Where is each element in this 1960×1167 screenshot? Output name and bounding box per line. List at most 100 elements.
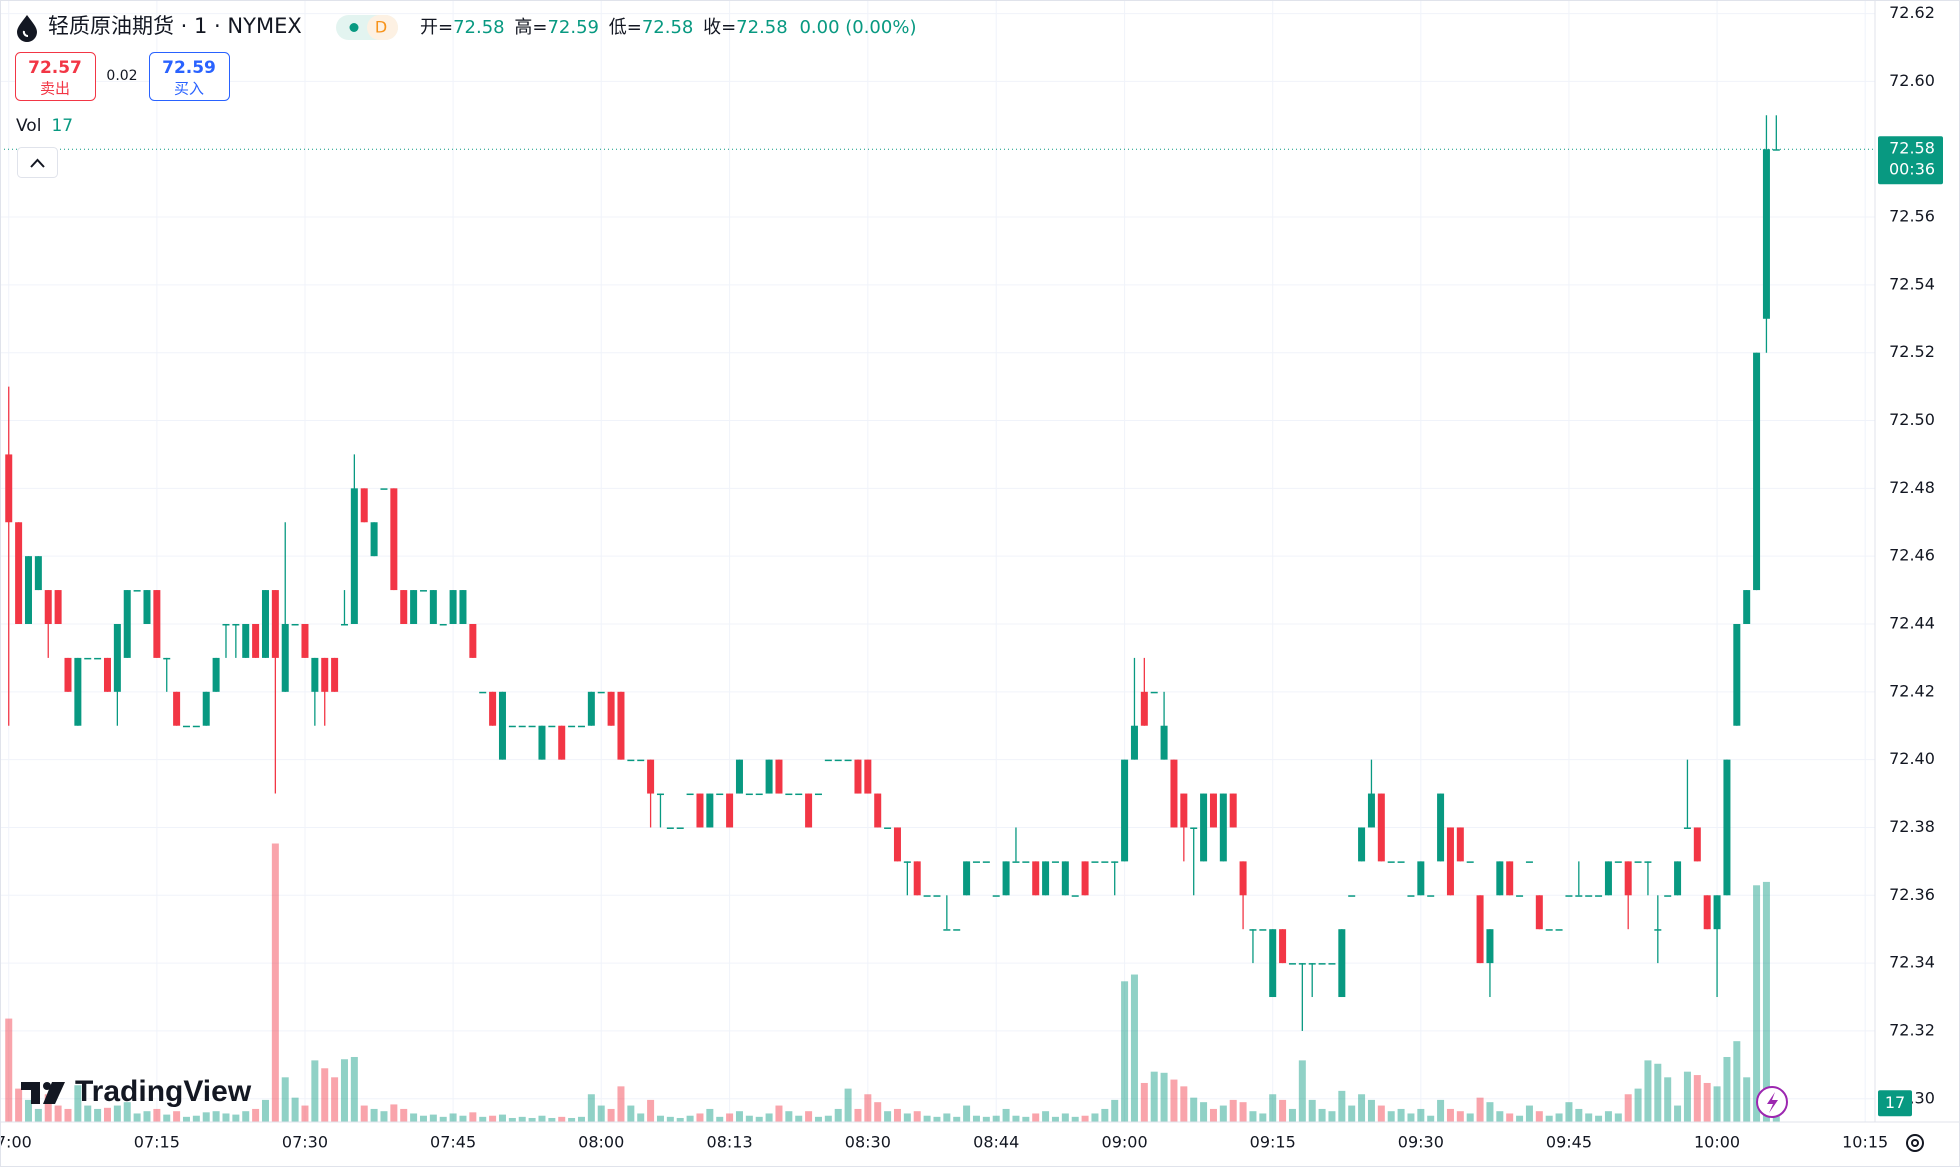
symbol-icon bbox=[17, 15, 37, 42]
volume-bar bbox=[459, 1115, 467, 1122]
x-tick-label: 09:30 bbox=[1398, 1133, 1444, 1152]
candle-body bbox=[44, 590, 52, 624]
sell-price[interactable]: 72.57 bbox=[28, 58, 82, 78]
volume-bar bbox=[1328, 1111, 1336, 1122]
candle-body bbox=[647, 759, 655, 794]
y-tick-label: 72.32 bbox=[1889, 1020, 1935, 1039]
candle-body bbox=[1683, 827, 1691, 829]
volume-bar bbox=[706, 1108, 714, 1122]
volume-bar bbox=[627, 1105, 635, 1122]
volume-bar bbox=[844, 1088, 852, 1122]
volume-bar bbox=[84, 1105, 92, 1122]
volume-bar bbox=[1061, 1113, 1069, 1122]
volume-bar bbox=[1743, 1077, 1751, 1122]
session-badge-text: D bbox=[375, 18, 387, 37]
axes: 72.3072.3272.3472.3672.3872.4072.4272.44… bbox=[0, 3, 1943, 1152]
candle-body bbox=[1348, 895, 1356, 897]
lightning-icon[interactable] bbox=[1767, 1092, 1778, 1113]
legend-label: 收= bbox=[703, 17, 736, 38]
candle-body bbox=[933, 895, 941, 897]
candle-body bbox=[844, 759, 852, 762]
candle-body bbox=[824, 759, 832, 762]
candle-body bbox=[716, 793, 724, 796]
candle-body bbox=[1012, 861, 1020, 863]
volume-bar bbox=[1111, 1099, 1119, 1122]
volume-bar bbox=[252, 1108, 260, 1122]
settings-gear[interactable] bbox=[1906, 1134, 1924, 1152]
volume-bar bbox=[587, 1094, 595, 1122]
collapse-chevron[interactable] bbox=[30, 158, 45, 168]
candle-body bbox=[1121, 759, 1129, 862]
volume-bar bbox=[814, 1116, 822, 1122]
candle-body bbox=[1437, 793, 1445, 862]
candle-body bbox=[281, 623, 289, 692]
settings-hub[interactable] bbox=[1911, 1139, 1919, 1147]
candle-body bbox=[864, 759, 872, 794]
candle-body bbox=[686, 793, 694, 796]
candle-body bbox=[291, 623, 299, 626]
candle-body bbox=[1723, 759, 1731, 896]
legend-label: 低= bbox=[609, 17, 642, 38]
candle-body bbox=[745, 793, 753, 796]
volume-bar bbox=[686, 1115, 694, 1122]
candles bbox=[0, 115, 1875, 1031]
candle-body bbox=[192, 725, 200, 728]
candle-body bbox=[893, 827, 901, 862]
volume-bar bbox=[1071, 1116, 1079, 1122]
logo-text: TradingView bbox=[75, 1075, 252, 1108]
candle-body bbox=[1387, 861, 1395, 863]
candle-body bbox=[1229, 793, 1237, 828]
candle-body bbox=[331, 657, 339, 692]
sell-label[interactable]: 卖出 bbox=[40, 80, 70, 98]
candle-body bbox=[1772, 149, 1780, 151]
buy-button[interactable]: 72.59 买入 bbox=[149, 52, 230, 101]
candle-body bbox=[953, 929, 961, 931]
volume-bar bbox=[1614, 1113, 1622, 1122]
volume-bar bbox=[864, 1094, 872, 1122]
lightning-button[interactable] bbox=[1756, 1086, 1788, 1118]
ohlc-legend: 开=72.58 高=72.59 低=72.58 收=72.58 0.00 (0.… bbox=[420, 17, 916, 38]
candle-body bbox=[163, 657, 171, 660]
volume-bar bbox=[726, 1113, 734, 1122]
legend-value: 72.58 bbox=[736, 17, 788, 38]
volume-bar bbox=[1604, 1111, 1612, 1122]
candle-body bbox=[982, 861, 990, 863]
volume-bar bbox=[133, 1113, 141, 1122]
candle-body bbox=[508, 725, 516, 728]
collapse-box[interactable] bbox=[17, 147, 58, 178]
candle-body bbox=[1150, 691, 1158, 694]
volume-bar bbox=[1693, 1075, 1701, 1122]
logo: TradingView bbox=[21, 1075, 252, 1108]
volume-bar bbox=[1022, 1116, 1030, 1122]
volume-bar bbox=[1338, 1090, 1346, 1122]
volume-bar bbox=[1081, 1115, 1089, 1122]
volume-bar bbox=[982, 1116, 990, 1122]
candle-body bbox=[242, 623, 250, 658]
spread: 0.02 bbox=[106, 68, 137, 84]
volume-bar bbox=[1397, 1108, 1405, 1122]
volume-bar bbox=[696, 1113, 704, 1122]
volume-bar bbox=[992, 1115, 1000, 1122]
sell-button[interactable]: 72.57 卖出 bbox=[15, 52, 96, 101]
candle-body bbox=[173, 691, 181, 726]
x-tick-label: 08:30 bbox=[845, 1133, 891, 1152]
volume-bar bbox=[1219, 1105, 1227, 1122]
buy-label[interactable]: 买入 bbox=[174, 80, 204, 98]
candle-body bbox=[1614, 861, 1622, 863]
candle-body bbox=[1042, 861, 1050, 896]
candle-body bbox=[903, 861, 911, 863]
sell-box[interactable] bbox=[15, 52, 96, 101]
volume-bar bbox=[1249, 1111, 1257, 1122]
candle-body bbox=[785, 793, 793, 796]
candle-body bbox=[1358, 827, 1366, 862]
candle-body bbox=[54, 590, 62, 624]
candle-body bbox=[755, 793, 763, 796]
candle-body bbox=[1328, 963, 1336, 965]
collapse-button[interactable] bbox=[17, 147, 58, 178]
buy-price[interactable]: 72.59 bbox=[162, 58, 216, 78]
settings-button[interactable] bbox=[1906, 1134, 1924, 1152]
candle-body bbox=[1239, 861, 1247, 896]
candle-body bbox=[449, 590, 457, 624]
buy-box[interactable] bbox=[149, 52, 230, 101]
volume-bar bbox=[1753, 885, 1761, 1122]
